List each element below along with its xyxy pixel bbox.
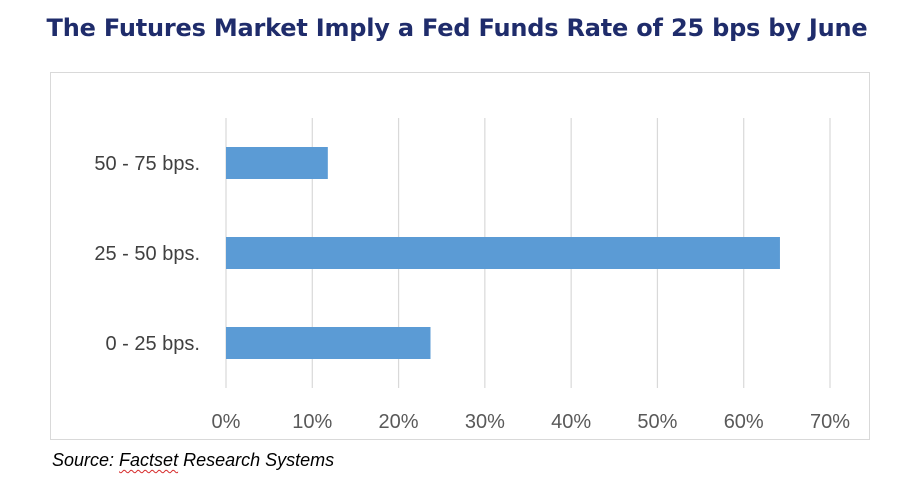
source-prefix: Source: [52, 450, 120, 470]
x-tick-label: 0% [212, 411, 241, 433]
y-category-label: 50 - 75 bps. [94, 153, 200, 175]
x-tick-label: 40% [551, 411, 591, 433]
x-tick-label: 50% [637, 411, 677, 433]
chart-title: The Futures Market Imply a Fed Funds Rat… [46, 14, 868, 42]
x-tick-label: 20% [379, 411, 419, 433]
x-tick-label: 30% [465, 411, 505, 433]
chart-frame [50, 72, 870, 440]
y-category-label: 0 - 25 bps. [105, 333, 200, 355]
x-tick-label: 70% [810, 411, 850, 433]
source-note: Source: Factset Research Systems [52, 450, 334, 471]
source-flagged-word: Factset [119, 450, 179, 470]
bar [226, 237, 780, 269]
bar [226, 147, 328, 179]
y-category-label: 25 - 50 bps. [94, 243, 200, 265]
bar [226, 327, 431, 359]
x-tick-label: 60% [724, 411, 764, 433]
source-suffix: Research Systems [178, 450, 335, 470]
x-tick-label: 10% [292, 411, 332, 433]
